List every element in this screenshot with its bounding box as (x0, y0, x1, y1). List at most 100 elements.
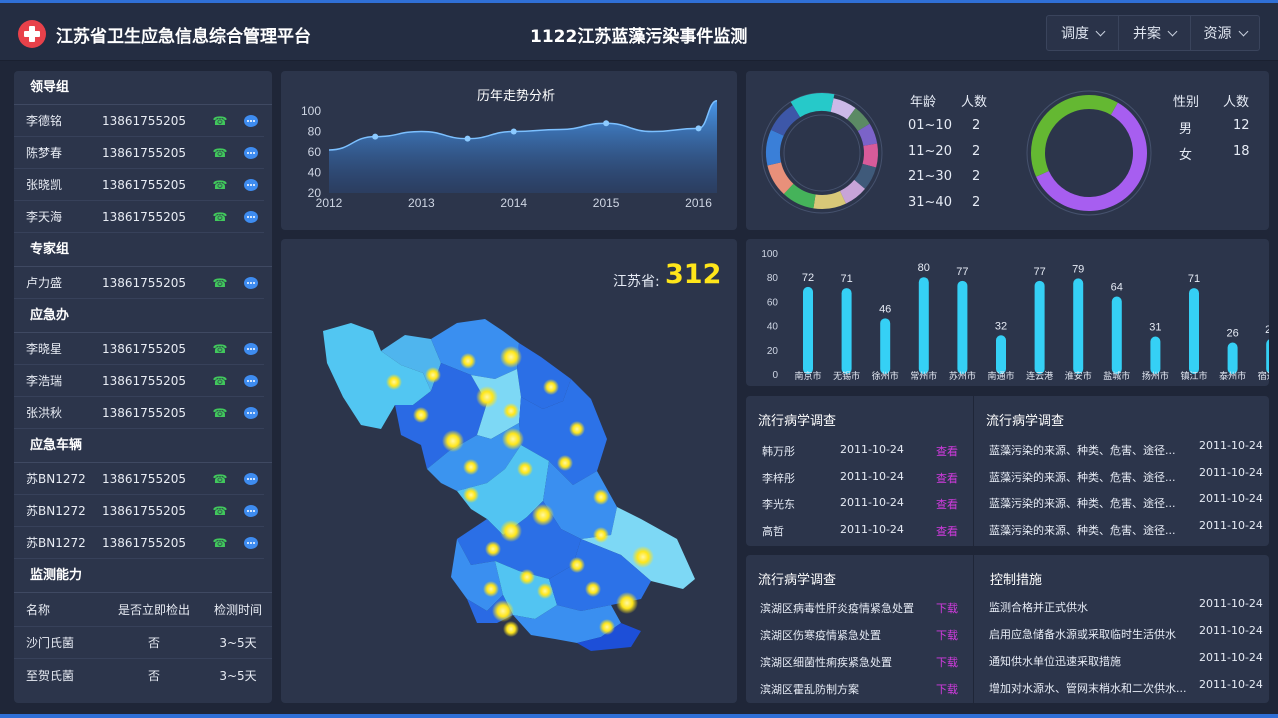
map-region[interactable] (471, 369, 521, 439)
message-icon[interactable] (244, 210, 258, 223)
map-hotspot-dot[interactable] (632, 546, 654, 568)
map-hotspot-dot[interactable] (543, 379, 559, 395)
age-donut-slice[interactable] (857, 123, 878, 146)
map-hotspot-dot[interactable] (500, 520, 522, 542)
age-donut-slice[interactable] (830, 98, 856, 120)
map-hotspot-dot[interactable] (503, 621, 519, 637)
trend-point[interactable] (695, 125, 702, 132)
map-region[interactable] (519, 379, 607, 485)
nav-merge-dropdown[interactable]: 并案 (1119, 16, 1191, 50)
message-icon[interactable] (244, 342, 258, 355)
algae-row-text[interactable]: 蓝藻污染的来源、种类、危害、途径... (989, 497, 1176, 510)
map-hotspot-dot[interactable] (593, 527, 609, 543)
map-hotspot-dot[interactable] (460, 353, 476, 369)
age-donut-slice[interactable] (862, 143, 878, 168)
jiangsu-map[interactable] (281, 239, 737, 703)
phone-call-icon[interactable]: ☎ (212, 145, 228, 160)
download-link[interactable]: 下载 (936, 629, 958, 642)
map-hotspot-dot[interactable] (425, 367, 441, 383)
message-icon[interactable] (244, 146, 258, 159)
phone-call-icon[interactable]: ☎ (212, 209, 228, 224)
age-donut-slice[interactable] (790, 93, 835, 118)
bar[interactable] (841, 288, 852, 374)
bar[interactable] (1073, 278, 1084, 374)
age-donut-slice[interactable] (854, 163, 877, 189)
map-hotspot-dot[interactable] (585, 581, 601, 597)
map-hotspot-dot[interactable] (593, 489, 609, 505)
age-donut-slice[interactable] (767, 162, 794, 194)
map-region[interactable] (577, 623, 641, 651)
bar[interactable] (880, 318, 891, 374)
nav-resource-dropdown[interactable]: 资源 (1191, 16, 1259, 50)
algae-row-text[interactable]: 蓝藻污染的来源、种类、危害、途径... (989, 470, 1176, 484)
bar[interactable] (803, 286, 813, 374)
bar[interactable] (918, 277, 929, 374)
message-icon[interactable] (244, 472, 258, 485)
map-region[interactable] (517, 343, 571, 409)
age-donut-slice[interactable] (770, 105, 801, 136)
bar[interactable] (1111, 296, 1122, 374)
message-icon[interactable] (244, 178, 258, 191)
trend-point[interactable] (464, 135, 471, 142)
bar[interactable] (957, 280, 968, 374)
map-region[interactable] (427, 423, 521, 491)
control-row-text[interactable]: 增加对水源水、管网末梢水和二次供水... (989, 682, 1187, 695)
phone-call-icon[interactable]: ☎ (212, 341, 228, 356)
bar[interactable] (1150, 336, 1161, 374)
view-link[interactable]: 查看 (936, 498, 958, 511)
view-link[interactable]: 查看 (936, 445, 958, 458)
message-icon[interactable] (244, 114, 258, 127)
bar[interactable] (996, 335, 1006, 374)
map-hotspot-dot[interactable] (500, 346, 522, 368)
gender-donut-slice-male[interactable] (1031, 94, 1118, 177)
map-hotspot-dot[interactable] (569, 421, 585, 437)
map-hotspot-dot[interactable] (386, 374, 402, 390)
map-hotspot-dot[interactable] (569, 557, 585, 573)
control-row-text[interactable]: 监测合格并正式供水 (989, 601, 1088, 614)
phone-call-icon[interactable]: ☎ (212, 535, 228, 550)
map-hotspot-dot[interactable] (537, 583, 553, 599)
age-donut-slice[interactable] (783, 183, 816, 209)
map-region[interactable] (323, 323, 431, 429)
phone-call-icon[interactable]: ☎ (212, 373, 228, 388)
phone-call-icon[interactable]: ☎ (212, 471, 228, 486)
map-hotspot-dot[interactable] (502, 428, 524, 450)
view-link[interactable]: 查看 (936, 524, 958, 538)
bar[interactable] (1034, 280, 1045, 374)
map-hotspot-dot[interactable] (483, 581, 499, 597)
map-hotspot-dot[interactable] (517, 461, 533, 477)
phone-call-icon[interactable]: ☎ (212, 503, 228, 518)
map-hotspot-dot[interactable] (463, 487, 479, 503)
age-donut-slice[interactable] (813, 190, 846, 209)
trend-point[interactable] (372, 133, 379, 140)
download-link[interactable]: 下载 (936, 602, 958, 615)
map-hotspot-dot[interactable] (503, 403, 519, 419)
phone-call-icon[interactable]: ☎ (212, 113, 228, 128)
map-region[interactable] (431, 319, 519, 379)
control-row-text[interactable]: 通知供水单位迅速采取措施 (989, 655, 1121, 668)
download-link[interactable]: 下载 (936, 656, 958, 669)
algae-row-text[interactable]: 蓝藻污染的来源、种类、危害、途径... (989, 523, 1176, 537)
map-hotspot-dot[interactable] (413, 407, 429, 423)
bar[interactable] (1266, 339, 1269, 374)
phone-call-icon[interactable]: ☎ (212, 177, 228, 192)
map-region[interactable] (513, 605, 621, 643)
phone-call-icon[interactable]: ☎ (212, 405, 228, 420)
trend-point[interactable] (603, 120, 610, 127)
map-region[interactable] (543, 461, 617, 539)
message-icon[interactable] (244, 276, 258, 289)
map-hotspot-dot[interactable] (476, 386, 498, 408)
message-icon[interactable] (244, 536, 258, 549)
map-hotspot-dot[interactable] (599, 619, 615, 635)
download-link[interactable]: 下载 (936, 683, 958, 696)
message-icon[interactable] (244, 374, 258, 387)
nav-dispatch-dropdown[interactable]: 调度 (1047, 16, 1119, 50)
bar[interactable] (1189, 288, 1199, 374)
age-donut-slice[interactable] (766, 129, 784, 166)
age-donut-slice[interactable] (847, 108, 870, 132)
map-hotspot-dot[interactable] (557, 455, 573, 471)
phone-call-icon[interactable]: ☎ (212, 275, 228, 290)
map-hotspot-dot[interactable] (485, 541, 501, 557)
map-hotspot-dot[interactable] (532, 504, 554, 526)
map-hotspot-dot[interactable] (519, 569, 535, 585)
